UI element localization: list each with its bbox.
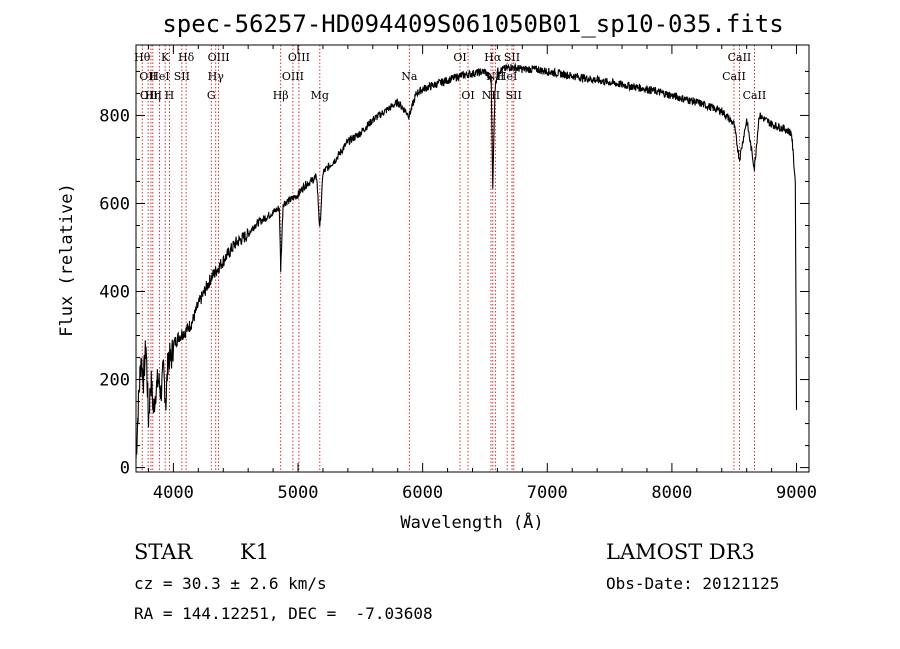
spectral-line-label: Hβ [273,89,289,102]
spectral-line-label: K [161,51,170,64]
x-tick-label: 7000 [527,483,568,503]
spectral-line-label: SII [504,51,520,64]
y-axis: 0 200 400 600 800 [99,70,809,479]
y-tick-label: 800 [99,106,130,126]
spectral-line-label: CaII [728,51,752,64]
spectral-line-label: Mg [311,89,329,102]
spectral-line-markers: HθOIIOIIIHηHeIKHSIIHδGHγOIIIHβOIIIOIIIMg… [134,45,766,472]
ra-dec: RA = 144.12251, DEC = -7.03608 [134,604,433,623]
spectral-line-label: HeI [149,70,169,83]
spectral-line-label: CaII [722,70,746,83]
spectral-line-label: Hθ [134,51,151,64]
redshift-cz: cz = 30.3 ± 2.6 km/s [134,574,327,593]
spectral-line-label: SII [506,89,522,102]
y-tick-label: 0 [120,459,130,479]
spectral-line-label: Hη [145,89,161,102]
obs-date: Obs-Date: 20121125 [606,574,780,593]
spectral-line-label: OIII [140,89,162,102]
y-tick-label: 200 [99,371,130,391]
x-axis-label: Wavelength (Å) [400,511,543,533]
y-axis-label: Flux (relative) [57,183,77,337]
x-tick-label: 5000 [278,483,319,503]
spectral-line-label: OI [461,89,474,102]
object-class: STAR [134,540,193,564]
y-tick-label: 600 [99,194,130,214]
spectral-line-label: SII [174,70,190,83]
spectral-line-label: Hα [484,51,502,64]
spectrum-chart: spec-56257-HD094409S061050B01_sp10-035.f… [57,10,817,533]
spectral-line-label: OI [453,51,466,64]
object-subclass: K1 [240,540,270,564]
spectral-line-label: CaII [743,89,767,102]
x-tick-label: 6000 [402,483,443,503]
spectral-line-label: Na [401,70,418,83]
spectral-line-label: OIII [288,51,310,64]
spectrum-series-line [135,62,798,460]
x-axis: 4000 5000 6000 7000 8000 9000 [147,45,817,503]
chart-title: spec-56257-HD094409S061050B01_sp10-035.f… [162,10,783,38]
spectral-line-label: Hδ [178,51,195,64]
spectral-line-label: Hγ [208,70,225,83]
spectral-line-label: OIII [208,51,230,64]
x-tick-label: 4000 [153,483,194,503]
x-tick-label: 9000 [776,483,817,503]
spectral-line-label: H [165,89,175,102]
survey-name: LAMOST DR3 [606,540,755,564]
y-tick-label: 400 [99,283,130,303]
spectral-line-label: OIII [282,70,304,83]
spectral-line-label: G [207,89,216,102]
x-tick-label: 8000 [651,483,692,503]
